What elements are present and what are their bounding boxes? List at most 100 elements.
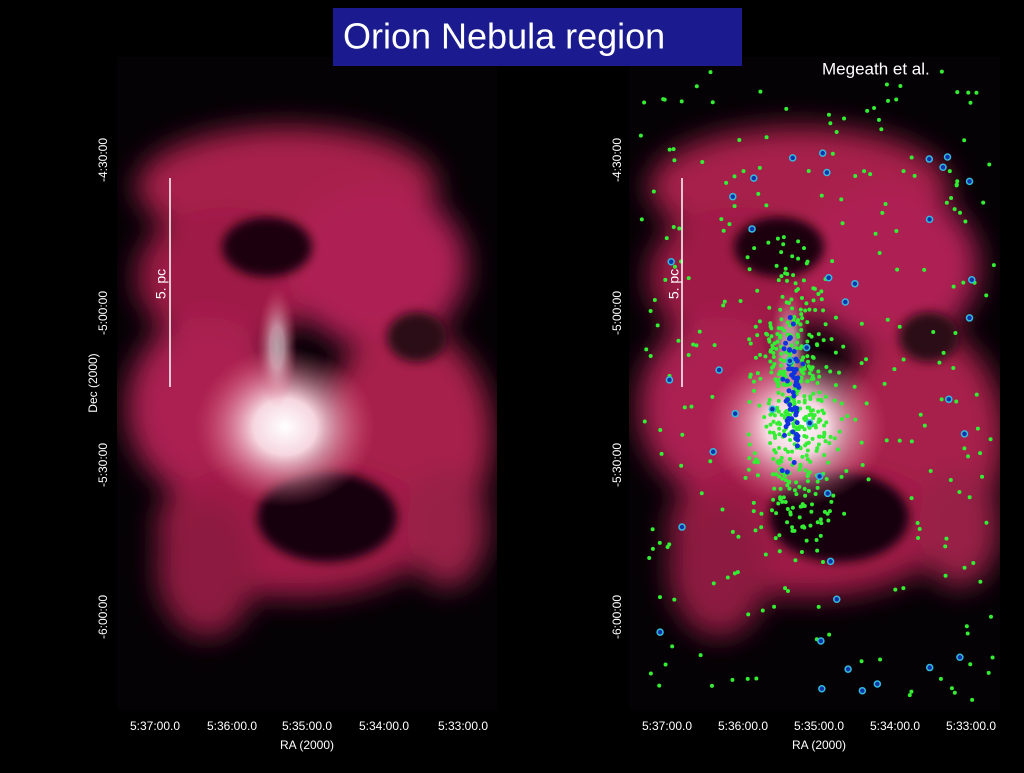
source-dot: [766, 401, 771, 406]
source-dot: [803, 493, 808, 498]
source-dot: [852, 384, 857, 389]
source-dot: [764, 331, 769, 336]
source-dot: [859, 659, 864, 664]
source-dot: [800, 454, 805, 459]
source-dot: [672, 264, 677, 269]
source-dot: [953, 331, 958, 336]
source-dot: [732, 571, 737, 576]
source-dot: [774, 346, 779, 351]
source-dot: [747, 267, 752, 272]
source-dot: [793, 367, 799, 373]
source-dot: [781, 235, 786, 240]
source-dot: [746, 612, 751, 617]
source-dot: [787, 314, 793, 320]
source-dot: [774, 263, 779, 268]
source-dot: [909, 155, 914, 160]
source-dot: [798, 322, 803, 327]
source-dot: [895, 267, 900, 272]
source-dot: [839, 474, 844, 479]
source-dot: [698, 653, 703, 658]
source-dot: [824, 274, 833, 282]
source-dot: [780, 294, 785, 299]
source-dot: [805, 320, 810, 325]
source-dot: [639, 217, 644, 222]
source-dot: [805, 457, 810, 462]
source-dot: [788, 352, 793, 357]
source-dot: [988, 437, 993, 442]
source-dot: [819, 289, 824, 294]
source-dot: [785, 397, 791, 403]
source-dot: [772, 604, 777, 609]
source-dot: [794, 427, 799, 432]
source-dot: [679, 463, 684, 468]
source-dot: [729, 192, 737, 201]
source-dot: [952, 690, 957, 695]
source-dot: [782, 371, 787, 376]
source-dot: [748, 225, 756, 233]
source-dot: [777, 533, 782, 538]
source-dot: [818, 517, 823, 522]
source-dot: [658, 427, 663, 432]
source-dot: [727, 222, 732, 227]
source-dot: [828, 369, 833, 374]
source-dot: [715, 366, 723, 374]
source-dot: [803, 308, 808, 313]
source-dot: [648, 353, 653, 358]
source-dot: [763, 354, 768, 359]
source-dot: [776, 501, 781, 506]
source-dot: [787, 432, 792, 437]
source-dot: [797, 515, 802, 520]
source-dot: [844, 469, 849, 474]
source-dot: [777, 432, 782, 437]
source-dot: [794, 480, 799, 485]
source-dot: [795, 320, 800, 325]
source-dot: [821, 559, 826, 564]
source-dot: [800, 361, 806, 367]
source-dot: [949, 686, 954, 691]
source-dot: [802, 343, 811, 352]
source-dot: [792, 315, 797, 320]
source-dot: [709, 448, 717, 456]
source-dot: [835, 447, 840, 452]
source-dot: [859, 321, 864, 326]
source-dot: [824, 365, 829, 370]
source-dot: [712, 343, 717, 348]
source-dot: [788, 512, 793, 517]
source-dot: [783, 266, 788, 271]
source-dot: [944, 200, 949, 205]
source-dot: [822, 453, 827, 458]
credit: Megeath et al.: [822, 59, 930, 78]
source-dot: [747, 400, 752, 405]
source-dot: [955, 90, 960, 95]
source-dot: [784, 469, 790, 475]
source-dot: [795, 340, 800, 345]
source-dot: [644, 347, 649, 352]
source-dot: [909, 496, 914, 501]
source-dot: [975, 426, 980, 431]
source-dot: [663, 662, 668, 667]
x-tick-label: 5:36:00.0: [207, 719, 257, 733]
source-dot: [802, 486, 807, 491]
source-dot: [802, 400, 807, 405]
source-dot: [772, 433, 777, 438]
source-dot: [794, 420, 800, 426]
source-dot: [779, 351, 784, 356]
source-dot: [796, 399, 801, 404]
source-dot: [676, 338, 681, 343]
source-dot: [791, 348, 797, 354]
source-dot: [980, 474, 985, 479]
source-dot: [800, 316, 805, 321]
source-dot: [700, 159, 705, 164]
source-dot: [868, 172, 873, 177]
source-dot: [832, 398, 837, 403]
source-dot: [758, 89, 763, 94]
source-dot: [784, 378, 790, 384]
source-dot: [686, 276, 691, 281]
source-dot: [813, 307, 818, 312]
source-dot: [832, 595, 841, 603]
source-dot: [790, 429, 796, 435]
source-dot: [822, 423, 827, 428]
source-dot: [783, 473, 788, 478]
source-dot: [809, 412, 814, 417]
